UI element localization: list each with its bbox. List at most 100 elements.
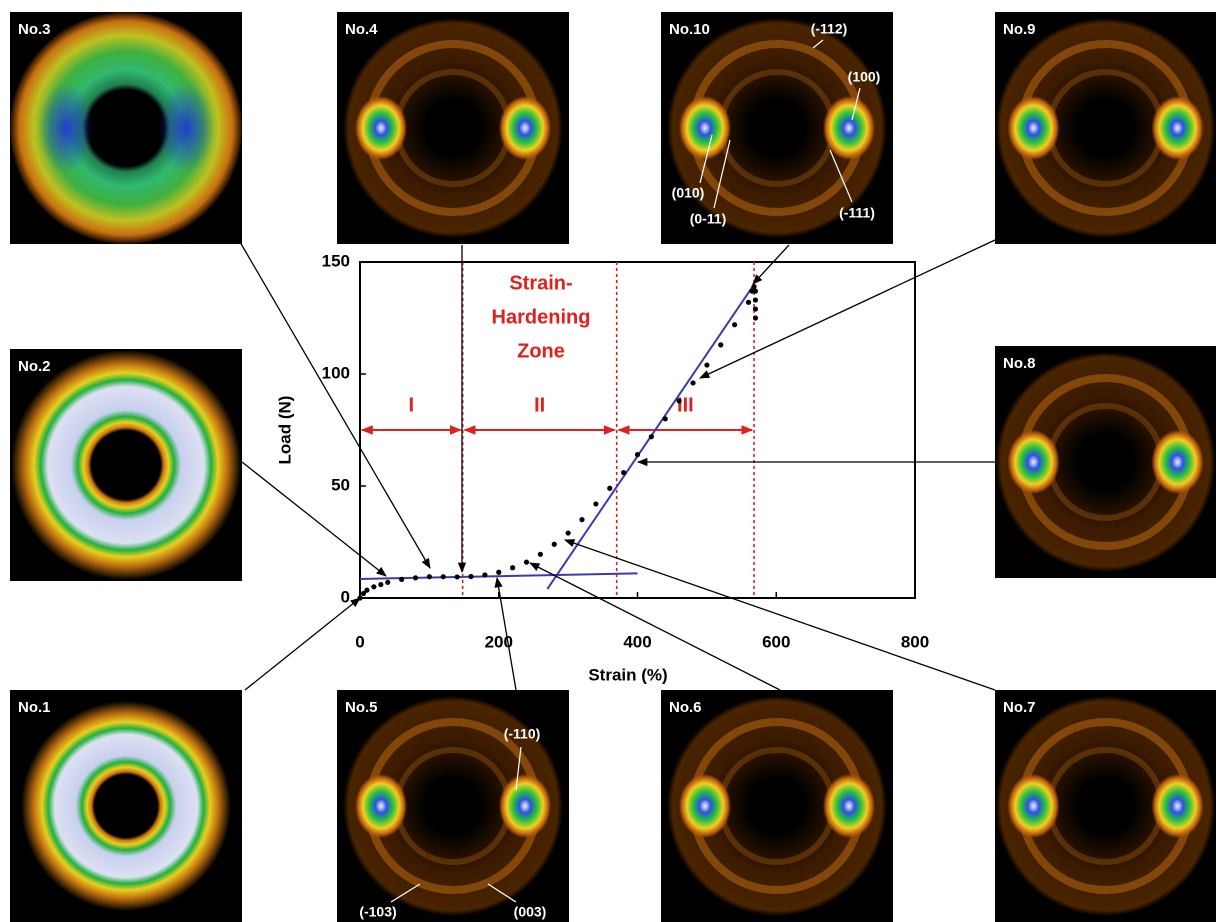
data-point [454,574,460,580]
zone-label: I [409,394,415,416]
diffraction-spot [1007,96,1060,160]
annotation-leader [851,87,861,121]
data-point [440,574,446,580]
data-point [593,501,599,507]
x-tick-label: 800 [901,632,929,651]
diffraction-spot [823,774,875,838]
annotation-leader [812,39,824,49]
diffraction-panel: No.2 [10,349,242,581]
data-point [690,380,696,386]
reflection-label: (0-11) [690,211,727,227]
diffraction-spot [158,83,214,173]
y-tick-label: 100 [322,363,350,382]
data-point [648,434,654,440]
data-point [732,322,738,328]
reflection-label: (-111) [839,205,875,221]
data-point [523,559,530,565]
data-point [704,362,710,368]
diffraction-spot [499,774,551,838]
data-point [468,573,474,580]
diffraction-spot [38,83,94,173]
diffraction-panel: No.5 (-110) (-103) (003) [337,690,569,922]
x-tick-label: 600 [762,632,790,651]
data-point [607,485,613,491]
diffraction-spot [679,774,731,838]
diffraction-panel: No.1 [10,690,242,922]
y-axis-label: Load (N) [275,396,294,465]
data-point [579,517,585,523]
data-point [752,306,759,312]
annotation-leader [515,746,522,791]
annotation-leader [487,883,517,903]
data-point [399,576,405,583]
data-point [371,584,377,590]
panel-label: No.7 [1003,699,1036,716]
diffraction-spot [1007,774,1060,838]
pointer-arrow [752,244,790,285]
data-point [662,416,668,422]
pointer-arrow [564,539,996,691]
diffraction-panel: No.6 [661,690,893,922]
reflection-label: (010) [672,185,705,201]
diffraction-panel: No.9 [995,12,1216,244]
diffraction-ring [21,701,231,911]
data-point [412,575,419,581]
diffraction-spot [355,96,407,160]
annotation-leader [390,883,421,903]
pointer-arrow [494,576,517,691]
y-tick-label: 50 [331,475,350,494]
data-point [676,398,682,404]
reflection-label: (100) [848,69,881,85]
data-point [360,590,367,597]
annotation-leader [699,134,713,184]
x-tick-label: 400 [623,632,651,651]
panel-label: No.10 [669,21,710,38]
zone-annotation: Hardening [492,306,591,328]
y-tick-label: 150 [322,251,350,270]
diffraction-halo [995,352,1216,572]
diffraction-spot [679,96,731,160]
diffraction-halo [343,18,563,238]
diffraction-panel: No.4 [337,12,569,244]
pointer-arrow [699,239,996,379]
data-point [621,469,627,476]
data-point [378,581,384,588]
diffraction-panel: No.7 [995,690,1216,922]
data-point [510,565,516,571]
reflection-label: (-112) [811,21,848,37]
data-point [426,574,432,580]
data-point [565,530,571,536]
data-point [752,315,759,321]
diffraction-ring [11,350,241,580]
reflection-label: (-103) [359,904,396,920]
diffraction-spot [499,96,551,160]
x-axis-label: Strain (%) [588,665,667,684]
panel-label: No.4 [345,21,378,38]
y-tick-label: 0 [341,587,350,606]
data-point [634,452,641,458]
diffraction-panel: No.3 [10,12,242,244]
pointer-arrow [239,241,431,569]
data-point [385,579,391,585]
reflection-label: (003) [514,904,547,920]
panel-label: No.3 [18,21,51,38]
diffraction-spot [1151,430,1204,494]
diffraction-spot [1151,774,1204,838]
diffraction-spot [355,774,407,838]
diffraction-halo [10,12,242,244]
data-point [496,569,502,575]
data-point [745,299,752,305]
zone-annotation: Zone [517,340,565,362]
diffraction-spot [1151,96,1204,160]
data-point [364,587,370,593]
fit-line [359,572,638,580]
annotation-leader [829,149,853,203]
diffraction-halo [995,18,1216,238]
zone-label: III [677,394,694,416]
pointer-arrow [241,461,387,577]
panel-label: No.1 [18,699,51,716]
diffraction-halo [667,18,887,238]
panel-label: No.6 [669,699,702,716]
diffraction-halo [343,696,563,916]
